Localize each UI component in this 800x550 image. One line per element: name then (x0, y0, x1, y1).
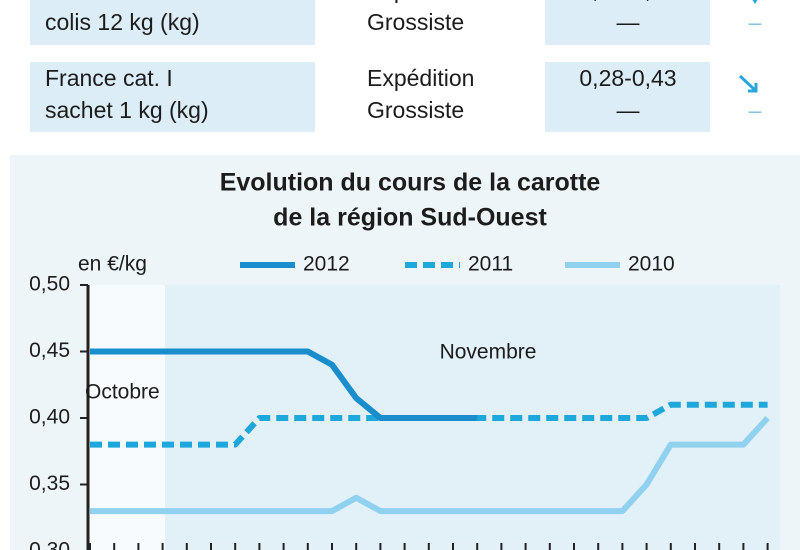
y-tick-label: 0,50 (29, 273, 70, 296)
table-cell: Grossiste (367, 9, 464, 35)
table-cell: 0,28-0,43 (579, 0, 676, 3)
y-axis-label: en €/kg (78, 253, 147, 276)
table-cell-bg (545, 0, 710, 45)
trend-up-icon (752, 0, 758, 4)
plot: 0,30 0,35 0,40 0,45 0,50 Octobre Novembre (29, 273, 770, 550)
y-tick-label: 0,40 (29, 406, 70, 429)
chart-title: de la région Sud-Ouest (273, 204, 547, 232)
table-cell: — (617, 97, 640, 123)
table-cell: sachet 1 kg (kg) (45, 97, 209, 123)
table-cell: colis 12 kg (kg) (45, 9, 200, 35)
table-cell-bg (30, 0, 315, 45)
legend-label: 2010 (628, 253, 675, 276)
trend-down-icon (738, 74, 758, 93)
table-cell: France cat. I (45, 0, 173, 3)
y-tick-label: 0,45 (29, 339, 70, 362)
annotation: Novembre (440, 341, 537, 364)
chart-title: Evolution du cours de la carotte (220, 169, 601, 197)
table-cell-bg (545, 62, 710, 132)
table-cell: Expédition (367, 0, 474, 3)
annotation: Octobre (85, 381, 160, 404)
series-line (90, 415, 770, 515)
series-line (90, 348, 478, 421)
table-cell-bg (30, 62, 315, 132)
legend-label: 2012 (303, 253, 350, 276)
y-tick-label: 0,35 (29, 472, 70, 495)
october-region (88, 285, 165, 550)
y-tick-label: 0,30 (29, 539, 70, 550)
legend-label: 2011 (468, 253, 513, 276)
table-cell: 0,28-0,43 (579, 65, 676, 91)
table-cell: France cat. I (45, 65, 173, 91)
trend-dash: – (749, 97, 762, 123)
table-cell: Grossiste (367, 97, 464, 123)
table-cell: Expédition (367, 65, 474, 91)
trend-dash: – (749, 9, 762, 35)
table-cell: — (617, 9, 640, 35)
